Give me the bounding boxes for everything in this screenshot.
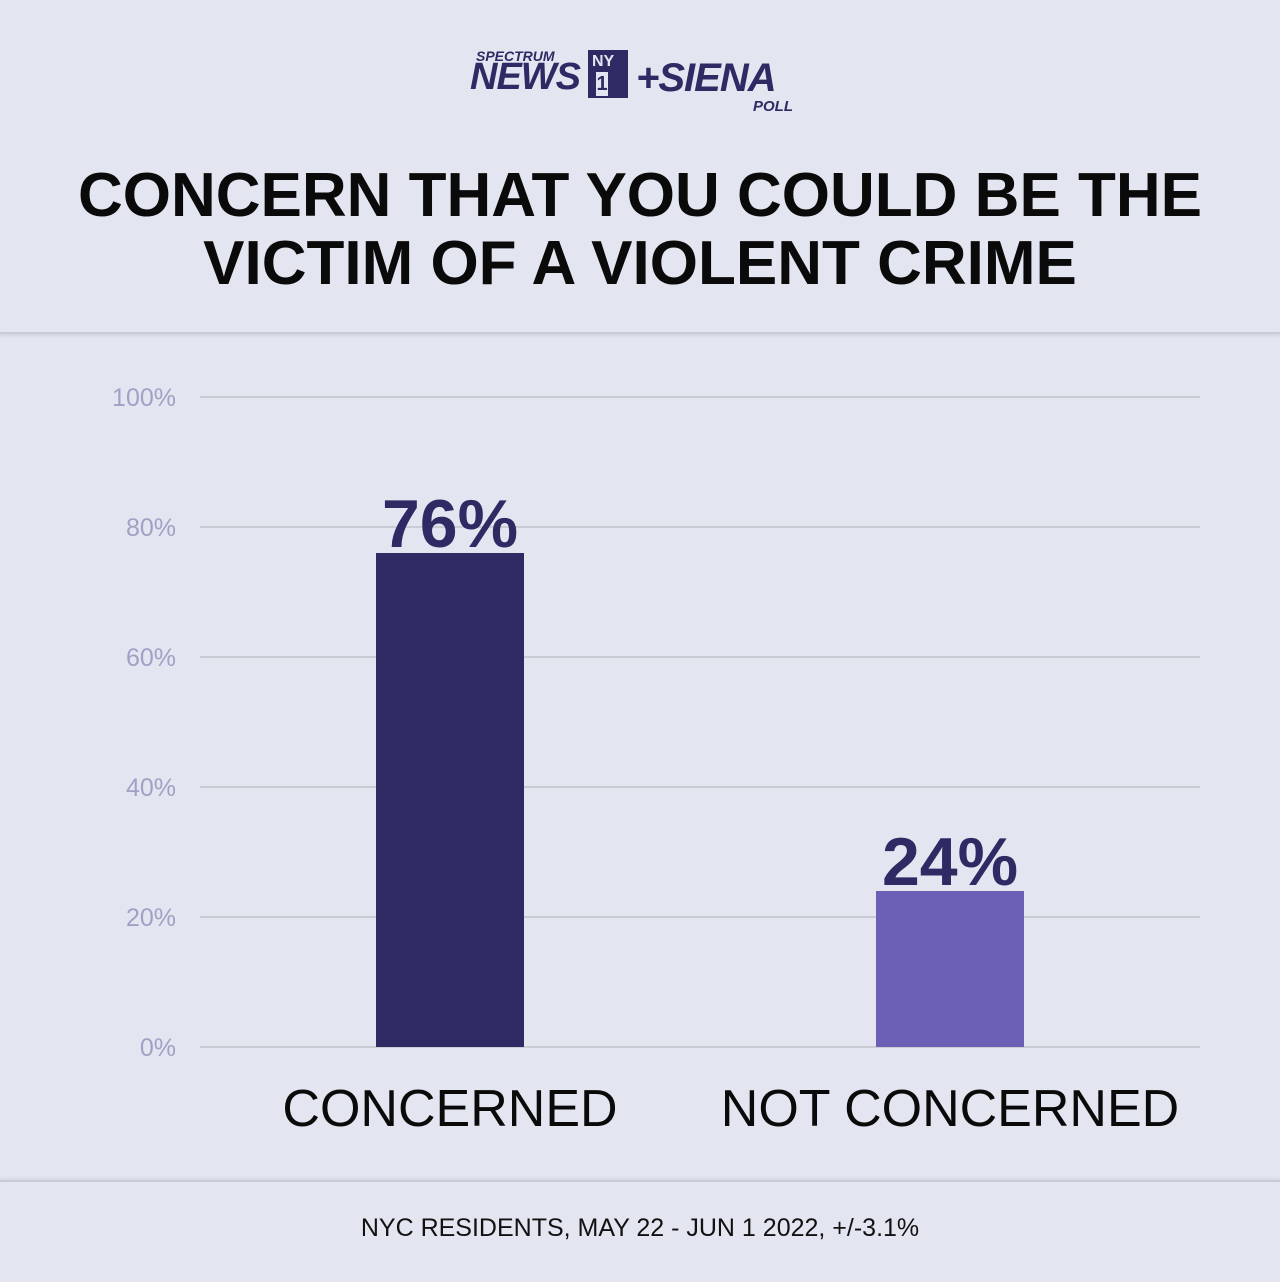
header: SPECTRUM NEWS NY 1 +SIENA POLL CONCERN T… <box>0 0 1280 334</box>
footer-note: NYC RESIDENTS, MAY 22 - JUN 1 2022, +/-3… <box>360 1214 920 1242</box>
y-tick-label: 80% <box>126 514 176 542</box>
ny1-logo-icon: NY 1 <box>588 50 628 98</box>
category-label: CONCERNED <box>282 1080 617 1138</box>
spectrum-news-siena-logo: SPECTRUM NEWS NY 1 +SIENA POLL <box>470 48 810 118</box>
logo-spectrum-text: SPECTRUM <box>476 48 555 64</box>
chart-title-line-2: VICTIM OF A VIOLENT CRIME <box>203 229 1077 298</box>
category-label: NOT CONCERNED <box>721 1080 1179 1138</box>
y-tick-label: 40% <box>126 774 176 802</box>
logo-poll-text: POLL <box>753 98 793 115</box>
bar <box>876 891 1024 1047</box>
footer: NYC RESIDENTS, MAY 22 - JUN 1 2022, +/-3… <box>0 1180 1280 1282</box>
data-label: 76% <box>382 486 518 562</box>
bar <box>376 553 524 1047</box>
y-tick-label: 0% <box>140 1034 176 1062</box>
y-tick-label: 60% <box>126 644 176 672</box>
logo-one-text: 1 <box>596 72 608 96</box>
chart-title-line-1: CONCERN THAT YOU COULD BE THE <box>77 161 1203 230</box>
chart-area: 0% 20% 40% 60% 80% 100% 76% CONCERNED 24% NOT CON… <box>0 334 1280 1180</box>
data-label: 24% <box>882 824 1018 900</box>
y-tick-label: 100% <box>112 384 176 412</box>
logo-news-text: NEWS <box>470 56 581 98</box>
y-tick-label: 20% <box>126 904 176 932</box>
chart-title: CONCERN THAT YOU COULD BE THE VICTIM OF … <box>0 162 1280 298</box>
logo-siena-text: +SIENA <box>636 56 777 100</box>
bar-chart: 0% 20% 40% 60% 80% 100% 76% CONCERNED 24% NOT CON… <box>112 384 1200 1138</box>
logo-ny-text: NY <box>592 53 615 70</box>
